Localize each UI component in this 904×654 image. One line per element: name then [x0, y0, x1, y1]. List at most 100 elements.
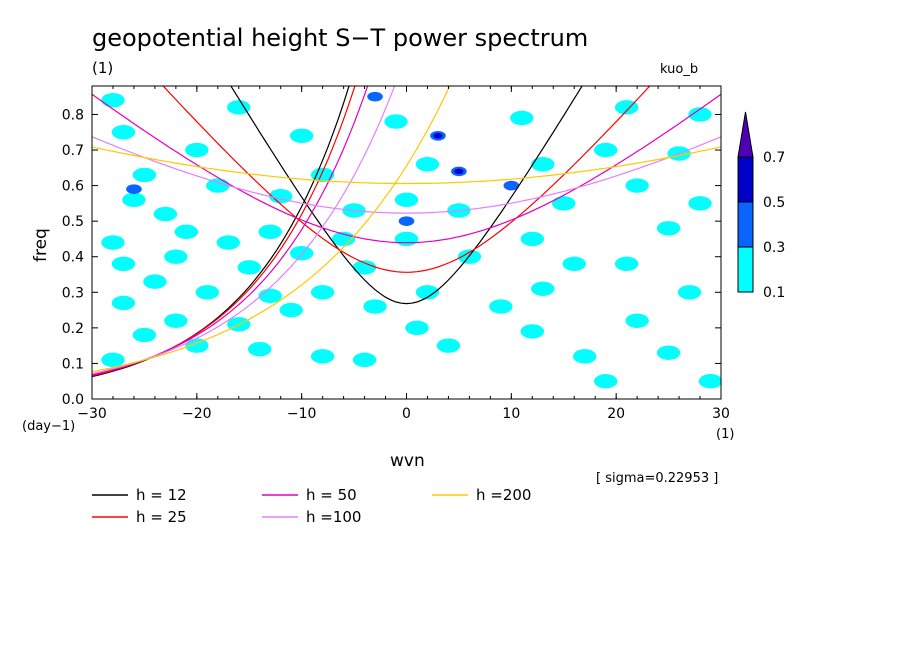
legend-label: h = 25: [136, 508, 187, 526]
dispersion-curve-upper: [92, 136, 721, 214]
colorbar-segment: [737, 156, 754, 203]
colorbar: 0.1 0.3 0.5 0.7: [737, 111, 785, 301]
dispersion-curve-upper: [230, 86, 583, 305]
contour-patch: [111, 256, 136, 272]
x-tick-label: −10: [287, 406, 317, 422]
x-tick-label: 30: [712, 406, 730, 422]
contour-patch: [164, 313, 188, 328]
dispersion-curve-lower: [92, 86, 369, 376]
contour-patch: [394, 231, 419, 247]
x-axis-ticks: −30 −20 −10 0 10 20 30: [77, 86, 730, 422]
contour-patch: [352, 260, 377, 275]
colorbar-arrow: [737, 111, 754, 158]
contour-patch: [174, 224, 199, 240]
contour-patch: [185, 338, 209, 353]
contour-patch: [656, 221, 681, 236]
contour-patch: [503, 180, 520, 191]
chart-title: geopotential height S−T power spectrum: [92, 24, 588, 52]
contour-patch: [153, 206, 178, 222]
contour-patch: [405, 320, 429, 336]
contour-patch: [195, 285, 220, 300]
y-tick-label: 0.8: [62, 107, 84, 123]
contour-patch: [206, 178, 230, 193]
contour-patch: [520, 324, 544, 339]
contour-patch: [562, 256, 586, 272]
contour-patch: [132, 167, 157, 183]
contour-patch: [111, 125, 136, 140]
contour-patch: [258, 288, 282, 304]
y-tick-label: 0.5: [62, 214, 84, 230]
x-tick-label: −30: [77, 406, 107, 422]
contour-patch: [185, 142, 209, 158]
contour-patch: [258, 224, 282, 240]
x-unit-label: (1): [716, 427, 734, 442]
contour-patch: [143, 274, 167, 289]
contour-patch: [279, 302, 303, 318]
dispersion-curve-upper: [92, 146, 721, 185]
contour-patch: [310, 285, 335, 300]
colorbar-label: 0.1: [763, 285, 785, 301]
contour-patch: [510, 110, 534, 126]
contour-patch: [433, 132, 443, 139]
x-tick-label: −20: [182, 406, 212, 422]
contour-patch: [531, 281, 555, 296]
dispersion-curve-upper: [162, 86, 651, 273]
dispersion-curve-lower: [92, 86, 451, 373]
y-tick-label: 0.6: [62, 179, 84, 195]
legend-label: h =200: [476, 486, 531, 504]
dispersion-curves: [92, 86, 721, 378]
contour-patch: [698, 374, 721, 389]
contour-patch: [237, 260, 261, 275]
colorbar-label: 0.5: [763, 195, 785, 211]
contour-patch: [310, 167, 335, 183]
colorbar-label: 0.3: [763, 240, 785, 256]
x-axis-label: wvn: [390, 451, 425, 471]
contour-patch: [101, 235, 125, 250]
contour-patch: [677, 285, 702, 300]
y-axis-ticks: 0.0 0.1 0.2 0.3 0.4 0.5 0.6 0.7 0.8: [62, 107, 721, 408]
contour-patch: [625, 178, 649, 193]
contour-patch: [289, 245, 314, 261]
chart-subtitle-right: kuo_b: [660, 62, 698, 77]
x-tick-label: 0: [402, 406, 411, 422]
y-unit-label: (day−1): [22, 419, 75, 434]
contour-patch: [573, 349, 597, 364]
sigma-note: [ sigma=0.22953 ]: [596, 471, 718, 486]
contour-patch: [625, 313, 649, 328]
contour-patch: [132, 327, 157, 343]
contour-patch: [688, 196, 712, 211]
contour-patch: [489, 299, 513, 314]
contour-patch: [363, 299, 387, 314]
y-tick-label: 0.2: [62, 321, 84, 337]
contour-patch: [531, 157, 555, 172]
contour-patch: [164, 249, 188, 264]
contour-patch: [454, 168, 464, 175]
contour-patch: [216, 235, 240, 250]
contour-patch: [289, 128, 314, 143]
contour-patch: [593, 142, 618, 158]
y-tick-label: 0.7: [62, 143, 84, 159]
colorbar-segment: [737, 201, 754, 248]
contour-patch: [352, 352, 377, 368]
legend: h = 12 h = 25 h = 50 h =100 h =200: [92, 486, 531, 526]
legend-label: h = 50: [306, 486, 357, 504]
contour-patch: [111, 295, 136, 311]
contour-patch: [520, 231, 544, 247]
contour-patch: [593, 374, 618, 389]
contour-patch: [101, 93, 125, 108]
contour-patch: [552, 196, 576, 211]
legend-label: h =100: [306, 508, 361, 526]
contour-patch: [122, 192, 146, 208]
contour-patch: [248, 342, 272, 357]
legend-label: h = 12: [136, 486, 187, 504]
y-tick-label: 0.3: [62, 285, 84, 301]
colorbar-label: 0.7: [763, 150, 785, 166]
contour-patch: [415, 285, 440, 300]
x-tick-label: 20: [607, 406, 625, 422]
dispersion-curve-lower: [92, 86, 396, 375]
contour-patch: [126, 184, 142, 194]
dispersion-curve-upper: [92, 93, 721, 244]
dispersion-curve-lower: [92, 86, 356, 377]
x-tick-label: 10: [502, 406, 520, 422]
